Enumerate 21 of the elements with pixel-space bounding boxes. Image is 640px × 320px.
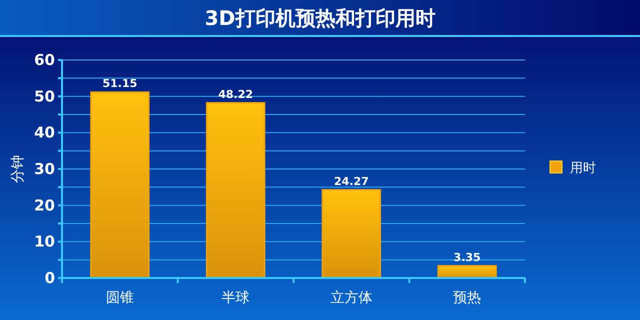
data-label: 48.22 (218, 88, 254, 101)
bar (206, 102, 266, 279)
x-tick-label: 预热 (453, 290, 482, 306)
bar (90, 91, 150, 279)
y-axis-title: 分钟 (10, 155, 26, 183)
y-tick-label: 0 (44, 269, 55, 287)
y-tick-label: 30 (34, 160, 55, 178)
data-label: 24.27 (334, 174, 369, 188)
x-tick-label: 立方体 (330, 290, 372, 306)
data-label: 51.15 (102, 77, 138, 90)
y-tick-label: 40 (34, 124, 55, 142)
y-tick-label: 20 (34, 196, 55, 214)
x-tick-label: 圆锥 (106, 290, 134, 306)
y-tick-label: 10 (34, 232, 55, 251)
x-tick-label: 半球 (222, 290, 250, 306)
chart-title: 3D打印机预热和打印用时 (204, 6, 436, 30)
y-tick-label: 50 (34, 87, 55, 106)
bar (322, 189, 382, 279)
data-label: 3.35 (454, 250, 481, 264)
y-tick-label: 60 (34, 51, 55, 69)
legend-label: 用时 (570, 161, 596, 176)
